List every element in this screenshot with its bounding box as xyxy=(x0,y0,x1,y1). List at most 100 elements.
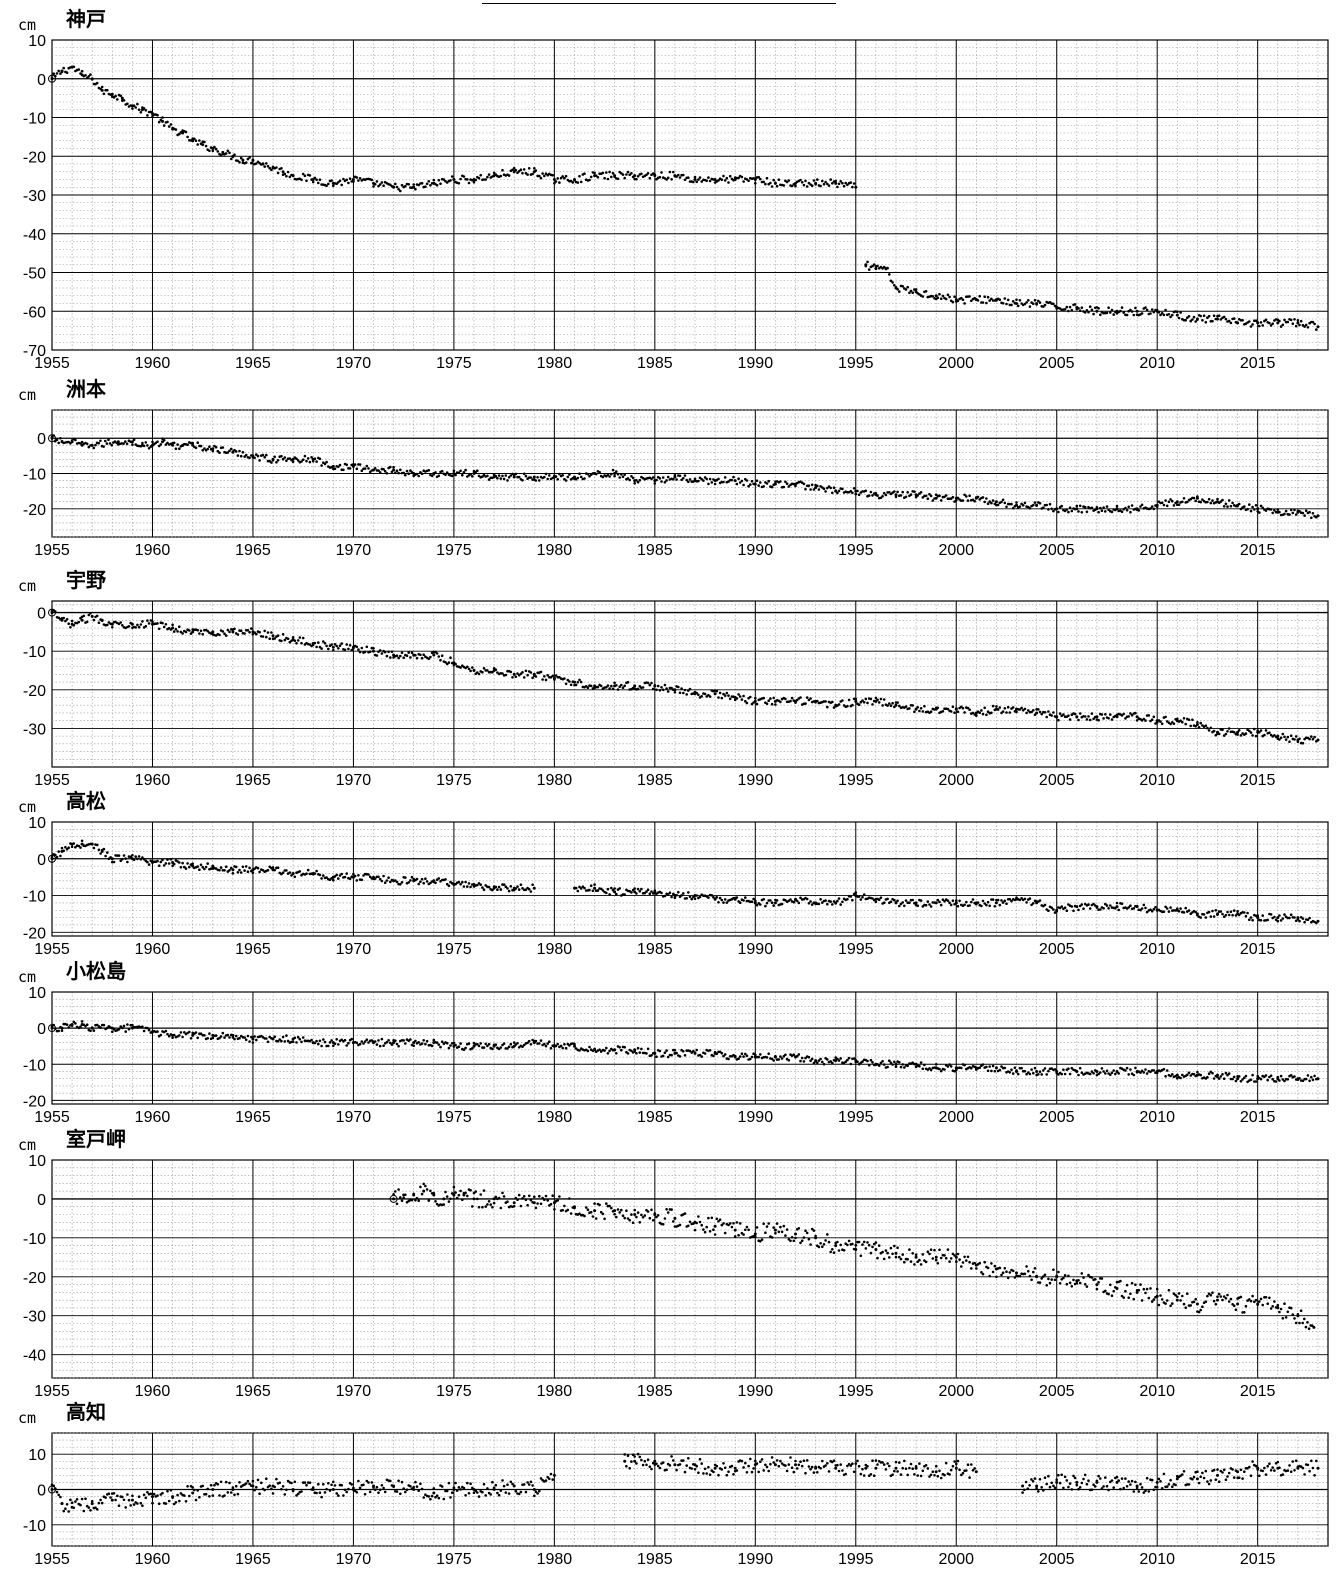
data-point xyxy=(1268,731,1271,734)
data-point xyxy=(97,621,101,624)
y-unit-label: cm xyxy=(18,1136,36,1154)
data-point xyxy=(191,630,195,634)
x-tick-label: 1985 xyxy=(637,542,673,559)
data-point xyxy=(640,1047,643,1051)
data-point xyxy=(211,864,215,868)
data-point xyxy=(792,1053,796,1056)
data-point xyxy=(764,182,767,186)
y-unit-label: cm xyxy=(18,798,36,816)
data-point xyxy=(126,1023,129,1026)
data-point xyxy=(127,625,131,628)
data-point xyxy=(688,1220,692,1224)
data-point xyxy=(749,695,752,699)
data-point xyxy=(315,645,318,649)
data-point xyxy=(1065,508,1069,511)
data-point xyxy=(276,459,280,462)
data-point xyxy=(896,899,899,903)
data-point xyxy=(663,683,667,687)
data-point xyxy=(459,1042,462,1045)
data-point xyxy=(589,1210,593,1214)
y-tick-label: -30 xyxy=(23,1309,46,1326)
data-point xyxy=(541,1196,544,1200)
data-point xyxy=(888,491,891,494)
data-point xyxy=(1104,902,1107,906)
data-point xyxy=(1232,909,1236,912)
data-point xyxy=(769,899,772,902)
data-point xyxy=(375,1043,379,1046)
data-point xyxy=(392,1041,396,1045)
data-point xyxy=(928,1067,931,1070)
data-point xyxy=(1070,1066,1074,1070)
data-point xyxy=(534,675,538,678)
data-point xyxy=(117,854,121,857)
data-point xyxy=(929,710,933,713)
data-point xyxy=(104,439,107,443)
data-point xyxy=(546,1042,549,1045)
data-point xyxy=(231,154,235,158)
data-point xyxy=(615,1052,618,1055)
data-point xyxy=(1033,1066,1037,1070)
data-point xyxy=(708,1230,712,1233)
data-point xyxy=(841,487,844,491)
data-point xyxy=(792,900,796,904)
data-point xyxy=(1135,715,1139,719)
data-point xyxy=(826,705,829,709)
data-point xyxy=(434,1200,437,1203)
data-point xyxy=(1281,323,1285,327)
data-point xyxy=(1129,510,1132,514)
data-point xyxy=(214,1034,218,1037)
data-point xyxy=(452,469,456,473)
data-point xyxy=(251,158,255,162)
data-point xyxy=(812,1061,816,1065)
data-point xyxy=(534,479,538,482)
data-point xyxy=(472,472,476,475)
data-point xyxy=(121,624,124,627)
data-point xyxy=(238,161,241,164)
data-point xyxy=(931,295,935,298)
data-point xyxy=(901,285,904,288)
data-point xyxy=(481,1205,484,1209)
data-point xyxy=(894,286,898,290)
data-point xyxy=(303,454,307,458)
data-point xyxy=(1078,309,1082,313)
data-point xyxy=(141,441,144,445)
data-point xyxy=(1258,324,1261,328)
data-point xyxy=(911,291,914,295)
data-point xyxy=(1310,1075,1313,1079)
data-point xyxy=(1075,715,1079,719)
data-point xyxy=(169,858,173,861)
data-point xyxy=(1107,717,1110,720)
data-point xyxy=(350,648,354,652)
data-point xyxy=(747,179,750,183)
data-point xyxy=(399,189,402,193)
data-point xyxy=(174,128,178,131)
data-point xyxy=(960,705,963,709)
data-point xyxy=(499,1206,503,1210)
data-point xyxy=(1095,905,1099,909)
data-point xyxy=(901,901,904,904)
data-point xyxy=(996,503,1000,507)
data-point xyxy=(1194,725,1197,728)
data-point xyxy=(392,653,396,657)
data-point xyxy=(119,621,122,624)
data-point xyxy=(1070,905,1074,908)
data-point xyxy=(1120,306,1124,309)
data-point xyxy=(1040,1073,1043,1076)
data-point xyxy=(144,109,148,112)
data-point xyxy=(90,842,94,846)
data-point xyxy=(420,181,424,185)
data-point xyxy=(1283,913,1286,916)
data-point xyxy=(342,468,345,472)
data-point xyxy=(159,860,163,864)
data-point xyxy=(891,701,894,705)
data-point xyxy=(1075,1070,1079,1073)
data-point xyxy=(171,127,175,131)
data-point xyxy=(800,1056,804,1060)
data-point xyxy=(946,293,950,297)
data-point xyxy=(472,1191,476,1195)
data-point xyxy=(538,1194,541,1198)
y-tick-label: 0 xyxy=(37,1021,46,1038)
data-point xyxy=(271,634,275,638)
data-point xyxy=(248,631,251,634)
data-point xyxy=(1107,306,1110,310)
